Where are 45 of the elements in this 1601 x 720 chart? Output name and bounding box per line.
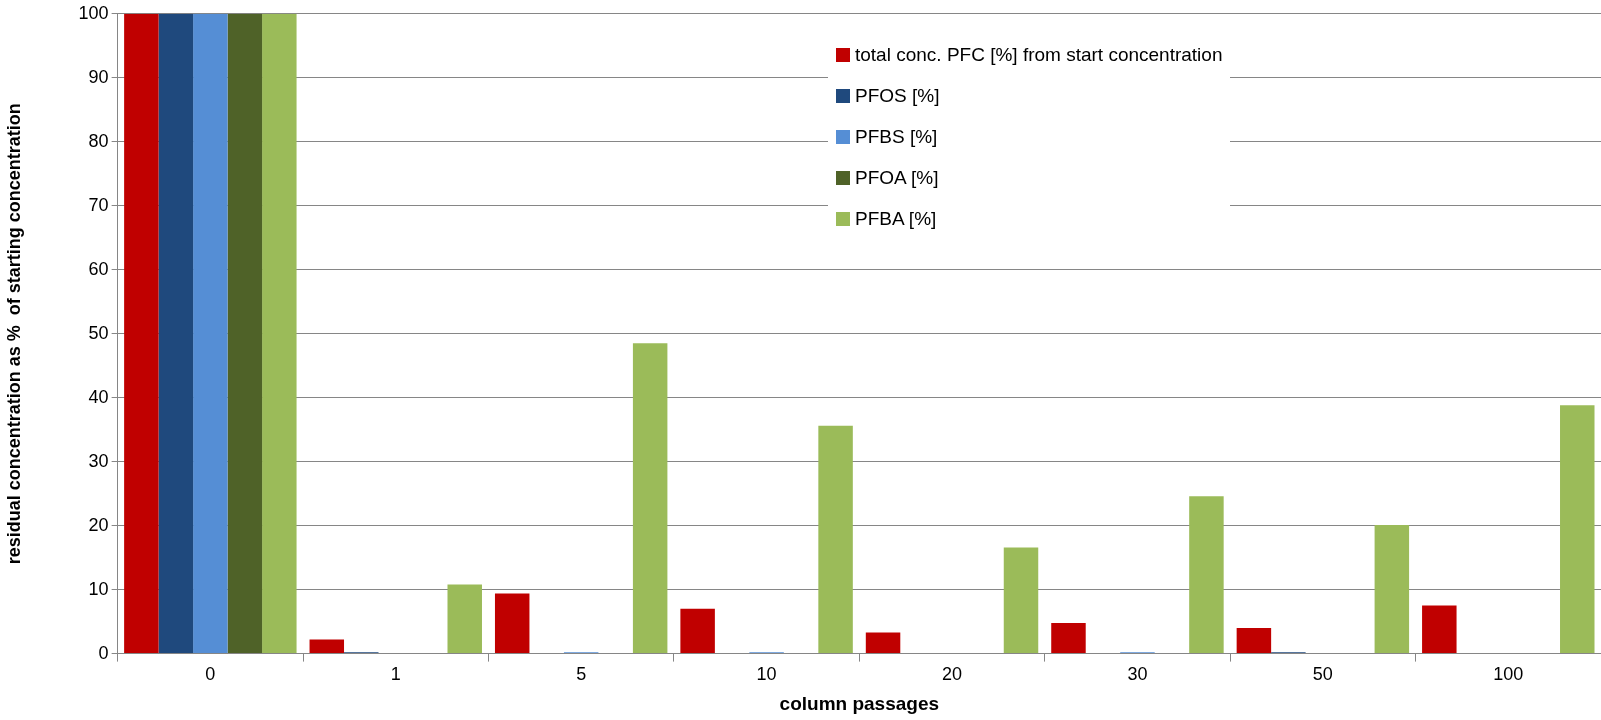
x-tick-label: 100 [1493, 664, 1524, 685]
bar [447, 584, 482, 654]
x-tick-label: 30 [1127, 664, 1148, 685]
y-tick-label: 50 [88, 322, 109, 343]
y-tick-label: 60 [88, 258, 109, 279]
bar [158, 13, 194, 654]
bar [818, 425, 853, 654]
legend-label: PFOA [%] [855, 166, 939, 189]
y-tick-label: 70 [88, 194, 109, 215]
bar [1051, 622, 1086, 654]
x-tick-label: 5 [576, 664, 587, 685]
bar [632, 343, 668, 654]
bar [494, 593, 530, 654]
bar [227, 13, 263, 654]
y-tick-label: 30 [88, 450, 109, 471]
y-axis-title: residual concentration as % of starting concentration [3, 103, 24, 565]
bar [680, 608, 715, 654]
x-tick-label: 10 [756, 664, 777, 685]
bar [1560, 405, 1595, 654]
y-tick-label: 100 [78, 2, 109, 23]
bar [262, 13, 297, 654]
bar [1422, 605, 1457, 654]
x-axis-title: column passages [779, 692, 940, 714]
bar [1374, 525, 1410, 654]
x-tick-label: 50 [1312, 664, 1333, 685]
y-tick-label: 20 [88, 514, 109, 535]
legend-label: PFBS [%] [855, 125, 938, 148]
legend-label: total conc. PFC [%] from start concentration [855, 43, 1223, 66]
y-tick-label: 0 [98, 642, 109, 663]
bar [124, 13, 159, 654]
x-tick-label: 20 [942, 664, 963, 685]
legend-label: PFBA [%] [855, 207, 937, 230]
y-tick-label: 40 [88, 386, 109, 407]
bar [865, 632, 901, 654]
bar [193, 13, 228, 654]
y-tick-label: 10 [88, 578, 109, 599]
bar [1189, 496, 1224, 654]
x-tick-label: 0 [205, 664, 216, 685]
x-tick-label: 1 [390, 664, 401, 685]
bar [1003, 547, 1039, 654]
bar [1236, 628, 1272, 654]
y-tick-label: 90 [88, 66, 109, 87]
y-tick-label: 80 [88, 130, 109, 151]
bar [309, 639, 345, 654]
legend-label: PFOS [%] [855, 84, 940, 107]
